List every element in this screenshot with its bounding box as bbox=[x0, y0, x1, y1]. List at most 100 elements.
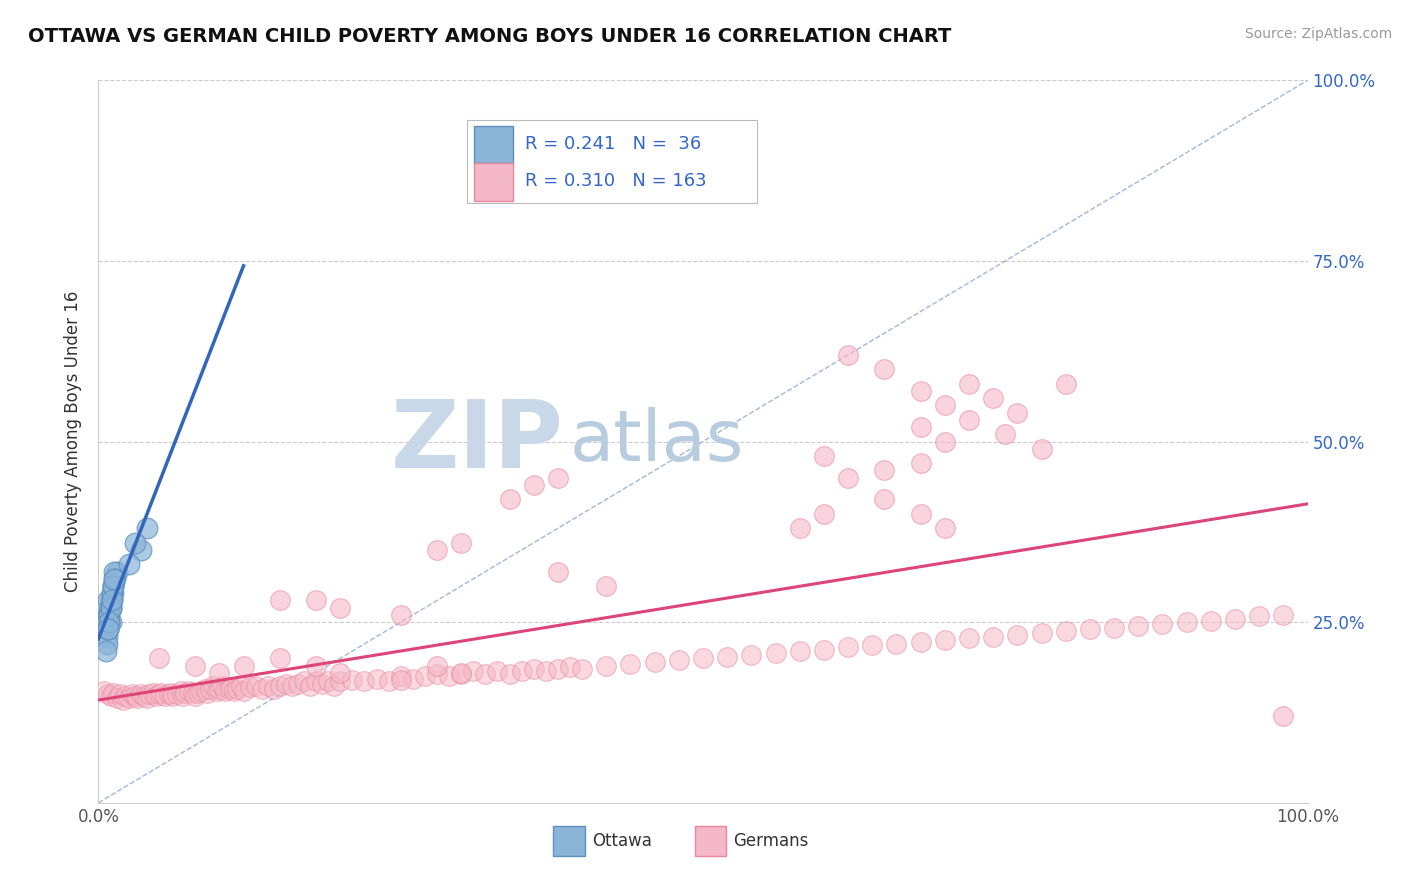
Point bbox=[957, 631, 980, 645]
Point bbox=[202, 679, 225, 693]
Point bbox=[184, 689, 207, 703]
Point bbox=[934, 633, 956, 648]
Point bbox=[250, 681, 273, 696]
Point bbox=[111, 693, 134, 707]
Point bbox=[329, 674, 352, 689]
Point bbox=[789, 644, 811, 658]
Point bbox=[389, 673, 412, 687]
FancyBboxPatch shape bbox=[474, 163, 513, 201]
Text: OTTAWA VS GERMAN CHILD POVERTY AMONG BOYS UNDER 16 CORRELATION CHART: OTTAWA VS GERMAN CHILD POVERTY AMONG BOY… bbox=[28, 27, 952, 45]
Point bbox=[124, 535, 146, 549]
Point bbox=[329, 665, 352, 680]
Point bbox=[595, 658, 617, 673]
Point bbox=[104, 572, 127, 586]
Point bbox=[153, 689, 176, 703]
Text: atlas: atlas bbox=[569, 407, 744, 476]
Point bbox=[981, 391, 1004, 405]
Point bbox=[910, 420, 932, 434]
Point bbox=[316, 674, 339, 689]
Point bbox=[813, 449, 835, 463]
Point bbox=[813, 507, 835, 521]
Point bbox=[1175, 615, 1198, 630]
Point bbox=[366, 672, 388, 686]
Point bbox=[1249, 609, 1271, 624]
Point bbox=[239, 680, 262, 694]
Point bbox=[101, 579, 124, 593]
Point bbox=[211, 679, 233, 693]
Point bbox=[402, 672, 425, 686]
Point bbox=[668, 653, 690, 667]
FancyBboxPatch shape bbox=[553, 826, 585, 856]
Point bbox=[97, 623, 120, 637]
Point bbox=[208, 665, 231, 680]
Point bbox=[377, 674, 399, 689]
Point bbox=[353, 674, 375, 689]
Point bbox=[957, 413, 980, 427]
Point bbox=[523, 662, 546, 676]
Point bbox=[1152, 616, 1174, 631]
Point bbox=[873, 492, 896, 507]
Point bbox=[619, 657, 641, 671]
Point bbox=[934, 398, 956, 412]
Point bbox=[426, 542, 449, 557]
Point bbox=[994, 427, 1017, 442]
Point bbox=[450, 665, 472, 680]
Point bbox=[1054, 376, 1077, 391]
Point bbox=[837, 640, 859, 655]
Point bbox=[305, 674, 328, 689]
Point bbox=[187, 686, 209, 700]
Point bbox=[1272, 607, 1295, 622]
Point bbox=[97, 607, 120, 622]
FancyBboxPatch shape bbox=[695, 826, 725, 856]
Point bbox=[105, 565, 128, 579]
Point bbox=[229, 679, 252, 693]
Point bbox=[498, 492, 520, 507]
Point bbox=[195, 686, 218, 700]
Point bbox=[274, 676, 297, 690]
Point bbox=[100, 600, 122, 615]
Point bbox=[148, 687, 170, 701]
Point bbox=[1054, 624, 1077, 638]
Point bbox=[426, 658, 449, 673]
Point bbox=[413, 669, 436, 683]
Point bbox=[194, 681, 217, 696]
Point bbox=[100, 689, 122, 703]
Point bbox=[1007, 628, 1029, 642]
Text: Ottawa: Ottawa bbox=[592, 832, 651, 850]
Point bbox=[886, 637, 908, 651]
Point bbox=[96, 630, 118, 644]
Point bbox=[97, 623, 120, 637]
FancyBboxPatch shape bbox=[467, 120, 758, 203]
Point bbox=[226, 681, 249, 696]
Point bbox=[547, 565, 569, 579]
Point bbox=[910, 635, 932, 649]
Point bbox=[837, 470, 859, 484]
Point bbox=[474, 667, 496, 681]
Point bbox=[232, 683, 254, 698]
Point bbox=[813, 642, 835, 657]
Point bbox=[166, 687, 188, 701]
Point bbox=[263, 681, 285, 696]
Point bbox=[134, 689, 156, 703]
Point bbox=[100, 593, 122, 607]
Point bbox=[148, 651, 170, 665]
Point bbox=[281, 679, 304, 693]
Point bbox=[287, 676, 309, 690]
Point bbox=[860, 638, 883, 652]
Point bbox=[1128, 619, 1150, 633]
Point bbox=[558, 660, 581, 674]
Point bbox=[1007, 406, 1029, 420]
Point bbox=[145, 689, 167, 703]
Point bbox=[121, 687, 143, 701]
Y-axis label: Child Poverty Among Boys Under 16: Child Poverty Among Boys Under 16 bbox=[65, 291, 83, 592]
Point bbox=[450, 535, 472, 549]
Point bbox=[118, 558, 141, 572]
Point bbox=[232, 658, 254, 673]
Point bbox=[329, 600, 352, 615]
Point bbox=[103, 572, 125, 586]
Point bbox=[547, 662, 569, 676]
Point bbox=[100, 593, 122, 607]
Point bbox=[100, 586, 122, 600]
Point bbox=[98, 607, 121, 622]
Point bbox=[205, 683, 228, 698]
